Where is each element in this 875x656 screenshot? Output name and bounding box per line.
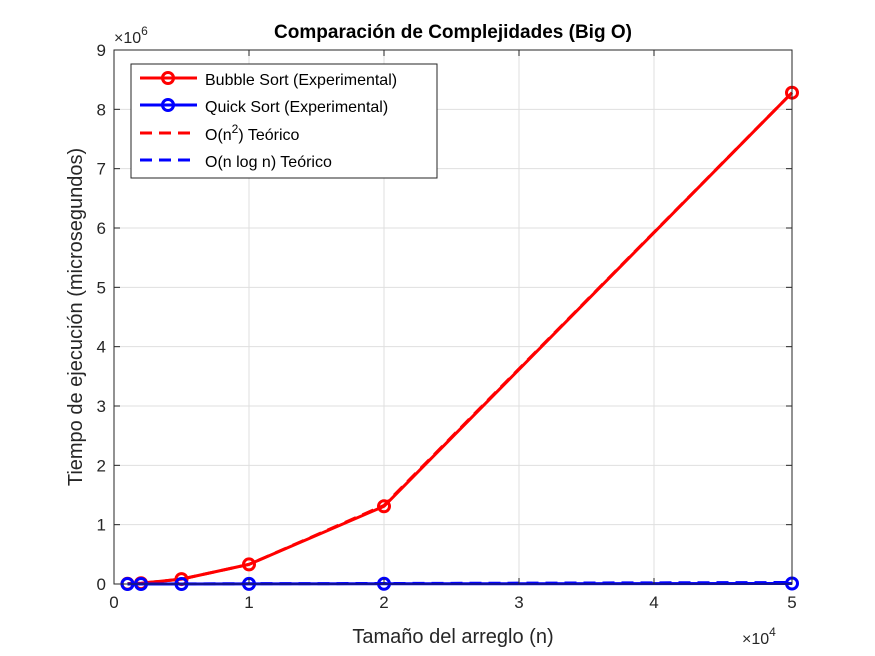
- legend-label-nlogn-theory: O(n log n) Teórico: [205, 154, 332, 171]
- chart-title: Comparación de Complejidades (Big O): [274, 22, 632, 43]
- data-point-0: [377, 499, 391, 514]
- legend-label-n2-theory: O(n2) Teórico: [205, 122, 300, 144]
- x-multiplier: ×104: [742, 625, 776, 648]
- y-tick-label: 0: [97, 575, 106, 594]
- x-tick-label: 5: [787, 593, 796, 612]
- y-tick-label: 9: [97, 41, 106, 60]
- y-tick-label: 2: [97, 456, 106, 475]
- x-multiplier-base: ×10: [742, 631, 769, 648]
- x-tick-label: 3: [514, 593, 523, 612]
- y-tick-label: 3: [97, 397, 106, 416]
- legend-swatches: [140, 71, 197, 162]
- legend-label-n2-sup: 2: [232, 122, 239, 136]
- y-axis-label: Tiempo de ejecución (microsegundos): [65, 148, 87, 486]
- legend-label-bubble-exp: Bubble Sort (Experimental): [205, 72, 397, 89]
- legend: Bubble Sort (Experimental) Quick Sort (E…: [130, 63, 438, 179]
- legend-label-quick-exp: Quick Sort (Experimental): [205, 99, 388, 116]
- plot-frame: [113, 49, 793, 585]
- y-tick-label: 4: [97, 338, 106, 357]
- y-multiplier-base: ×10: [114, 30, 141, 47]
- y-multiplier-exponent: 6: [141, 24, 148, 38]
- y-tick-label: 8: [97, 100, 106, 119]
- x-tick-label: 4: [649, 593, 658, 612]
- x-axis-label: Tamaño del arreglo (n): [352, 626, 553, 648]
- y-tick-label: 5: [97, 278, 106, 297]
- x-tick-label: 2: [379, 593, 388, 612]
- data-point-0: [242, 557, 256, 572]
- x-tick-label: 1: [244, 593, 253, 612]
- y-multiplier: ×106: [114, 24, 148, 47]
- x-multiplier-exponent: 4: [769, 625, 776, 639]
- legend-swatch-marker-1: [161, 98, 175, 112]
- y-tick-label: 1: [97, 516, 106, 535]
- legend-swatch-marker-0: [161, 71, 175, 85]
- legend-label-n2-suffix: ) Teórico: [238, 127, 299, 144]
- legend-label-n2-prefix: O(n: [205, 127, 232, 144]
- ticks: 0 1 2 3 4 5 0 1 2 3 4 5 6 7 8 9: [97, 41, 797, 612]
- y-tick-label: 6: [97, 219, 106, 238]
- x-tick-label: 0: [109, 593, 118, 612]
- y-tick-label: 7: [97, 160, 106, 179]
